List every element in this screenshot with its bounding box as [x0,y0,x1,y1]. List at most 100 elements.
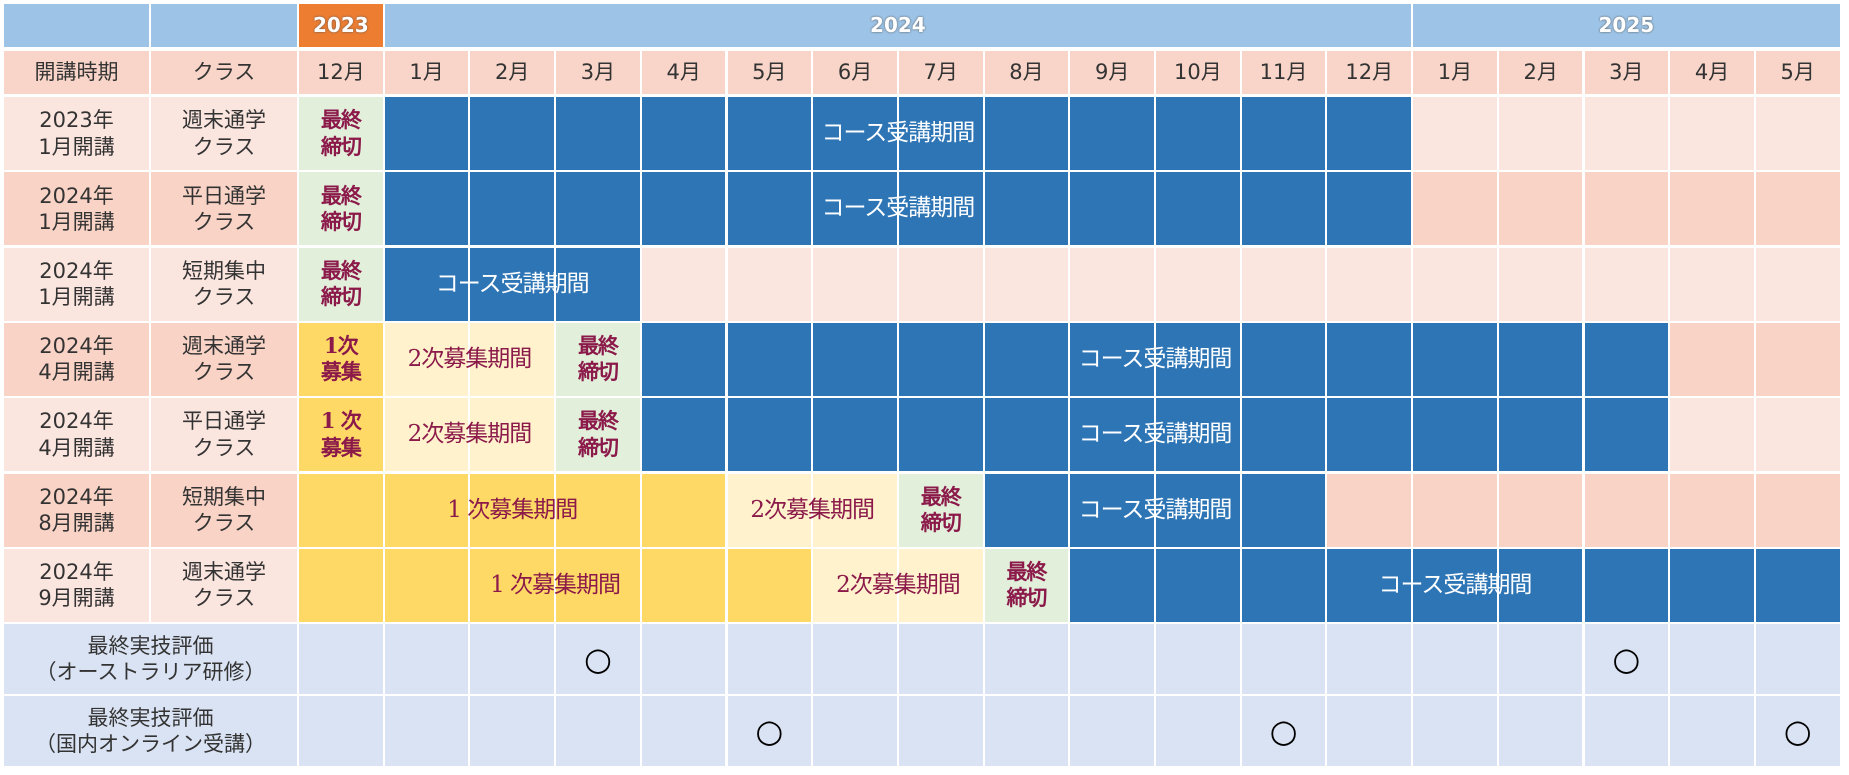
month-header: 5月 [1755,51,1840,94]
course-cell [641,398,726,472]
course-label: コース受講期間 [385,97,1411,170]
evaluation-cell [1070,696,1154,766]
course-cell [898,97,983,170]
final-cell [299,97,383,170]
empty-cell [984,247,1069,321]
empty-cell [1584,473,1669,547]
course-label: コース受講期間 [385,172,1411,245]
segment-text: 締切 [320,133,362,159]
course-cell [727,97,812,170]
course-cell [984,97,1069,170]
month-label: 10月 [1173,60,1222,85]
evaluation-cell: ○ [1755,696,1840,766]
evaluation-cell [984,696,1069,766]
year-label: 2024 [870,13,926,37]
evaluation-cell [641,696,726,766]
course-label: コース受講期間 [642,323,1668,396]
month-label: 12月 [1345,60,1394,85]
course-cell [556,97,640,170]
month-label: 8月 [1009,60,1044,85]
course-cell [1584,398,1669,472]
final-cell [299,247,383,321]
first-cell [470,548,555,622]
year-header: 2025 [1413,4,1840,47]
segment-text: 最終 [577,408,619,434]
evaluation-cell [1327,696,1412,766]
empty-cell [1670,398,1754,472]
course-cell [1156,97,1240,170]
empty-cell [1755,322,1840,396]
final-cell [556,322,640,396]
month-header: 5月 [727,51,812,94]
period-cell: 2024年 4月開講 [4,322,149,396]
class-text: クラス [192,134,256,159]
empty-cell [1327,247,1412,321]
course-cell [1498,322,1583,396]
course-cell [1755,548,1840,622]
course-cell [1498,398,1583,472]
evaluation-cell [556,696,640,766]
course-cell [470,247,555,321]
empty-cell [1670,322,1754,396]
course-cell [1156,548,1240,622]
corner-cell [4,4,149,47]
month-header: 4月 [641,51,726,94]
final-cell [984,548,1069,622]
empty-cell [1584,97,1669,170]
course-cell [813,398,897,472]
month-label: 6月 [837,60,873,85]
course-cell [1327,97,1412,170]
evaluation-cell [299,624,383,694]
first-cell [384,473,469,547]
course-cell [984,473,1069,547]
month-header: 6月 [813,51,897,94]
segment-text: 締切 [577,434,619,460]
segment-text: 最終 [320,257,362,283]
segment-text: 最終 [577,333,619,359]
course-cell [1327,322,1412,396]
course-cell [641,97,726,170]
class-cell: 平日通学 クラス [151,398,297,472]
first-cell [384,548,469,622]
segment-text: 2次募集期間 [407,346,533,373]
first-cell [727,548,812,622]
course-label: コース受講期間 [642,398,1668,471]
course-cell [1070,398,1154,472]
first-cell [470,473,555,547]
second-cell [384,322,469,396]
evaluation-cell [1670,624,1754,694]
final-cell [299,172,383,246]
first-cell [641,548,726,622]
segment-text: 最終 [320,107,362,133]
course-cell [1156,322,1240,396]
second-cell [898,548,983,622]
course-cell [727,172,812,246]
period-cell: 2023年 1月開講 [4,97,149,170]
course-cell [813,97,897,170]
evaluation-text: （オーストラリア研修） [35,659,266,684]
course-cell [1413,548,1497,622]
first-cell [299,322,383,396]
empty-cell [1755,172,1840,246]
course-cell [1584,322,1669,396]
second-label: 2次募集期間 [385,398,554,471]
course-cell [984,398,1069,472]
evaluation-mark: ○ [583,639,612,678]
empty-cell [1156,247,1240,321]
class-text: クラス [192,360,256,385]
evaluation-cell [1755,624,1840,694]
course-cell [641,172,726,246]
period-cell: 2024年 4月開講 [4,398,149,472]
class-text: 週末通学 [182,108,266,133]
segment-text: 1 次募集期間 [447,496,578,523]
course-cell [1498,548,1583,622]
month-label: 3月 [1609,60,1644,85]
course-cell [1070,322,1154,396]
segment-text: コース受講期間 [821,120,975,147]
evaluation-cell [470,696,555,766]
column-header: 開講時期 [4,51,149,94]
evaluation-cell [1156,696,1240,766]
month-header: 9月 [1070,51,1154,94]
month-header: 7月 [898,51,983,94]
course-cell [1327,172,1412,246]
